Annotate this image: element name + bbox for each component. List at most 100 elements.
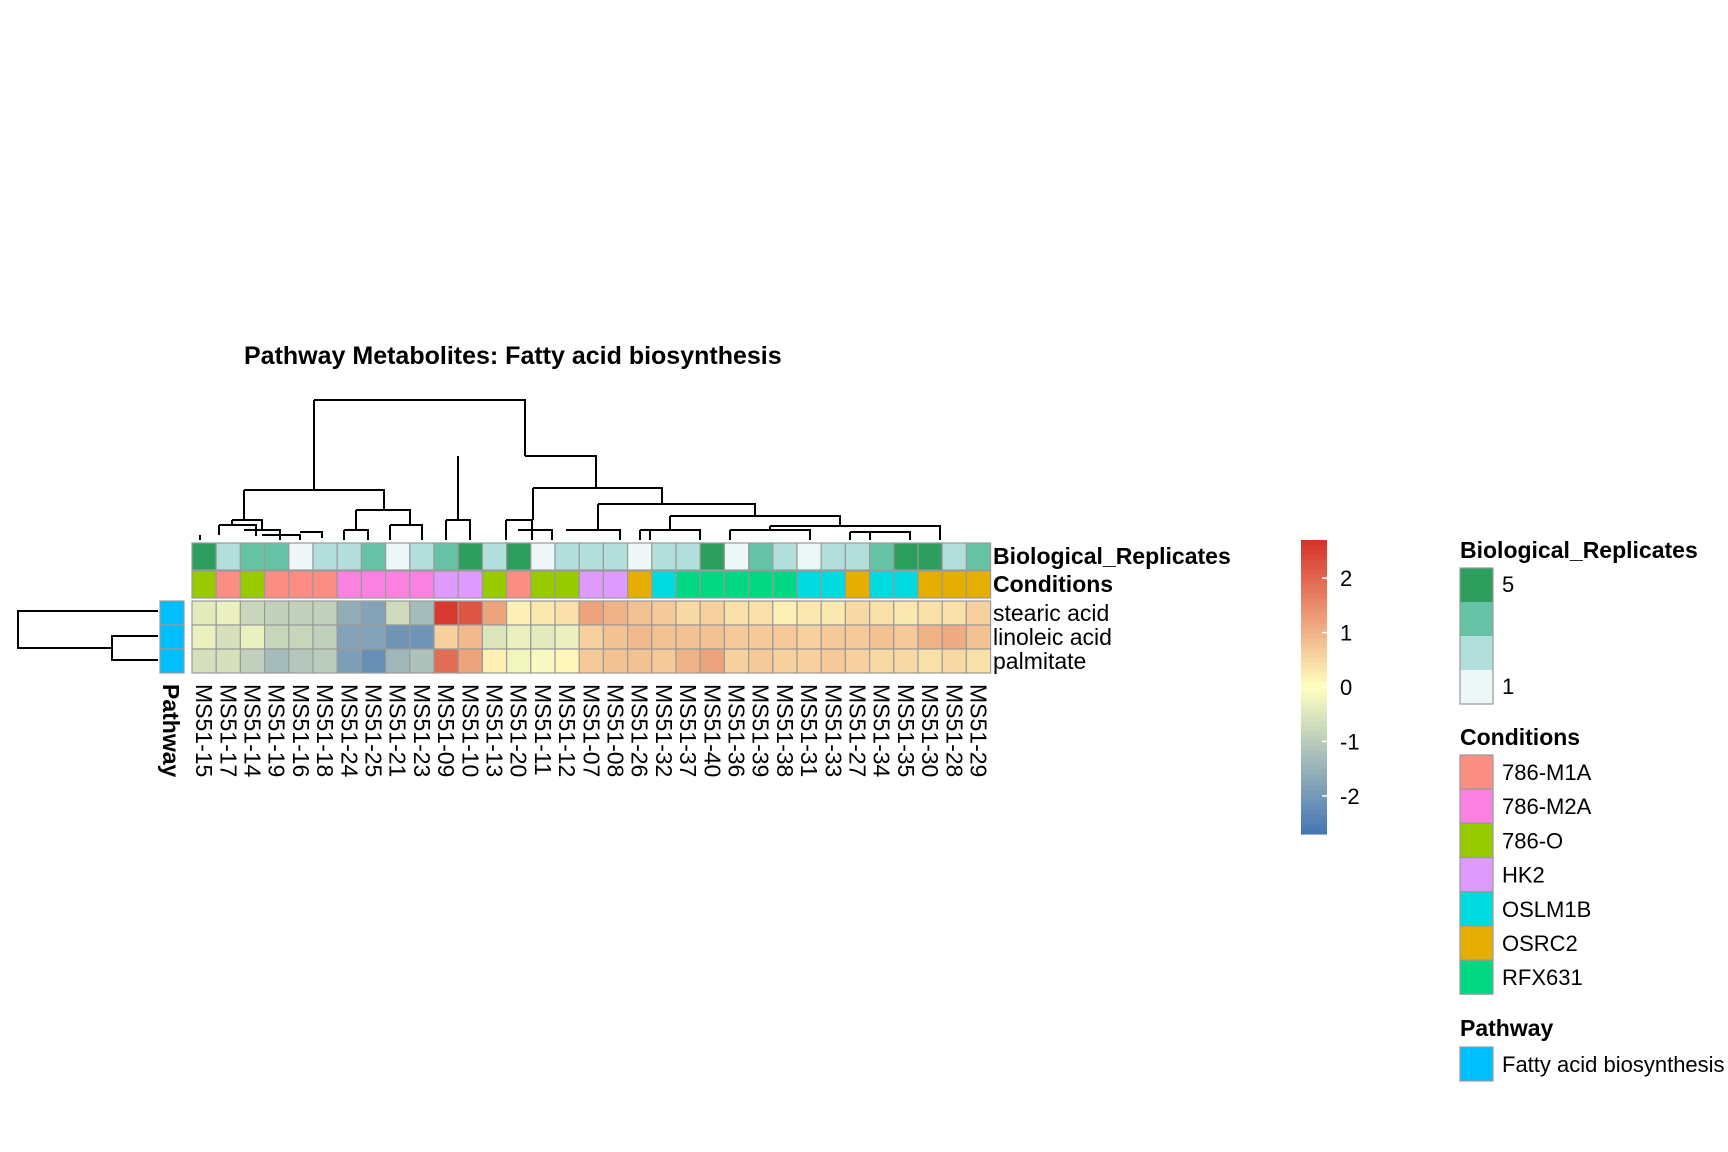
condition-annotation-cell [772, 570, 798, 599]
annotation-legends: Biological_Replicates 5 1 Conditions 786-M1A… [1459, 537, 1725, 1082]
condition-annotation-cell [844, 570, 871, 599]
column-label: MS51-28 [941, 684, 967, 777]
heatmap-cell [844, 600, 871, 626]
heatmap-cell [360, 600, 387, 626]
heatmap-cell [796, 624, 822, 650]
heatmap-cell [409, 600, 435, 626]
color-scale-tick-label: -2 [1340, 784, 1360, 809]
color-scale-segment [1301, 647, 1327, 654]
replicate-annotation-cell [530, 542, 556, 571]
condition-annotation-cell [506, 570, 532, 599]
color-scale-segment [1301, 711, 1327, 717]
heatmap-cell [191, 600, 217, 626]
column-label: MS51-13 [482, 684, 508, 777]
condition-legend-swatch [1459, 788, 1494, 824]
replicate-legend-swatch [1460, 670, 1493, 704]
color-scale-segment [1301, 785, 1327, 791]
color-scale-segment [1301, 549, 1327, 556]
replicate-annotation-cell [602, 542, 629, 571]
condition-legend-swatch [1459, 959, 1494, 995]
color-scale-segment [1301, 584, 1327, 590]
heatmap-cell [941, 600, 968, 626]
row-label: linoleic acid [993, 624, 1112, 650]
color-scale-segment [1301, 540, 1327, 546]
replicate-annotation-cell [723, 542, 750, 571]
color-scale-segment [1301, 750, 1327, 757]
replicate-annotation-cell [506, 542, 532, 571]
column-label: MS51-39 [748, 684, 774, 777]
replicate-legend-frame [1459, 567, 1494, 705]
replicate-annotation-cell [288, 542, 314, 571]
heatmap-cell [336, 648, 363, 674]
condition-annotation-cell [530, 570, 556, 599]
heatmap-cell [215, 600, 241, 626]
column-label: MS51-19 [264, 684, 290, 777]
heatmap-cell [675, 600, 701, 626]
heatmap-cell [796, 600, 822, 626]
pathway-annotation-label: Pathway [158, 684, 184, 778]
replicate-legend-swatch [1460, 602, 1493, 636]
color-scale-segment [1301, 608, 1327, 615]
condition-annotation-cell [893, 570, 919, 599]
column-label: MS51-37 [675, 684, 701, 777]
heatmap-cell [239, 648, 266, 674]
color-scale-segment [1301, 682, 1327, 688]
heatmap-cell [433, 648, 459, 674]
heatmap-cell [796, 648, 822, 674]
chart-title: Pathway Metabolites: Fatty acid biosynth… [244, 342, 782, 370]
condition-annotation-cell [457, 570, 484, 599]
heatmap-cell [772, 624, 798, 650]
color-scale-segment [1301, 701, 1327, 708]
color-scale-segment [1301, 740, 1327, 747]
column-label: MS51-35 [893, 684, 919, 777]
row-label: palmitate [993, 648, 1086, 674]
heatmap-cell [893, 600, 919, 626]
condition-annotation-cell [917, 570, 943, 599]
heatmap-cell [626, 648, 653, 674]
color-scale-segment [1301, 633, 1327, 639]
column-label: MS51-36 [724, 684, 750, 777]
condition-annotation-cell [723, 570, 750, 599]
replicate-annotation-cell [893, 542, 919, 571]
replicate-annotation-cell [651, 542, 677, 571]
replicate-annotation-cell [215, 542, 241, 571]
replicate-annotation-cell [820, 542, 847, 571]
condition-annotation-cell [626, 570, 653, 599]
column-label: MS51-24 [336, 684, 362, 778]
heatmap-cell [941, 648, 968, 674]
replicate-annotation-cell [481, 542, 508, 571]
condition-annotation-cell [288, 570, 314, 599]
column-label: MS51-40 [699, 684, 725, 777]
row-annotation: Pathway [158, 600, 185, 778]
row-dendrogram [17, 610, 158, 661]
column-label: MS51-31 [796, 684, 822, 777]
column-label: MS51-33 [820, 684, 846, 777]
condition-annotation-cell [433, 570, 459, 599]
heatmap-cell [941, 624, 968, 650]
replicate-annotation-cell [264, 542, 290, 571]
color-scale-tick-label: -1 [1340, 729, 1360, 754]
condition-annotation-cell [651, 570, 677, 599]
condition-annotation-cell [796, 570, 822, 599]
color-scale-segment [1301, 799, 1327, 806]
column-label: MS51-27 [845, 684, 871, 777]
heatmap-cell [312, 600, 338, 626]
color-scale-segment [1301, 642, 1327, 649]
legend-title-replicates: Biological_Replicates [1460, 537, 1698, 563]
color-scale-segment [1301, 770, 1327, 776]
column-label: MS51-25 [361, 684, 387, 777]
heatmap-cell [506, 624, 532, 650]
condition-legend-label: RFX631 [1502, 965, 1583, 990]
heatmap-cell [409, 648, 435, 674]
color-scale-segment [1301, 652, 1327, 659]
pathway-annotation-cell [159, 600, 185, 626]
heatmap-cell [360, 624, 387, 650]
color-scale-segment [1301, 559, 1327, 566]
heatmap-cell [360, 648, 387, 674]
heatmap-cell [264, 648, 290, 674]
column-label: MS51-20 [506, 684, 532, 777]
heatmap-cell [747, 648, 774, 674]
heatmap-cell [191, 624, 217, 650]
heatmap-cell [554, 600, 580, 626]
color-scale-segment [1301, 736, 1327, 742]
